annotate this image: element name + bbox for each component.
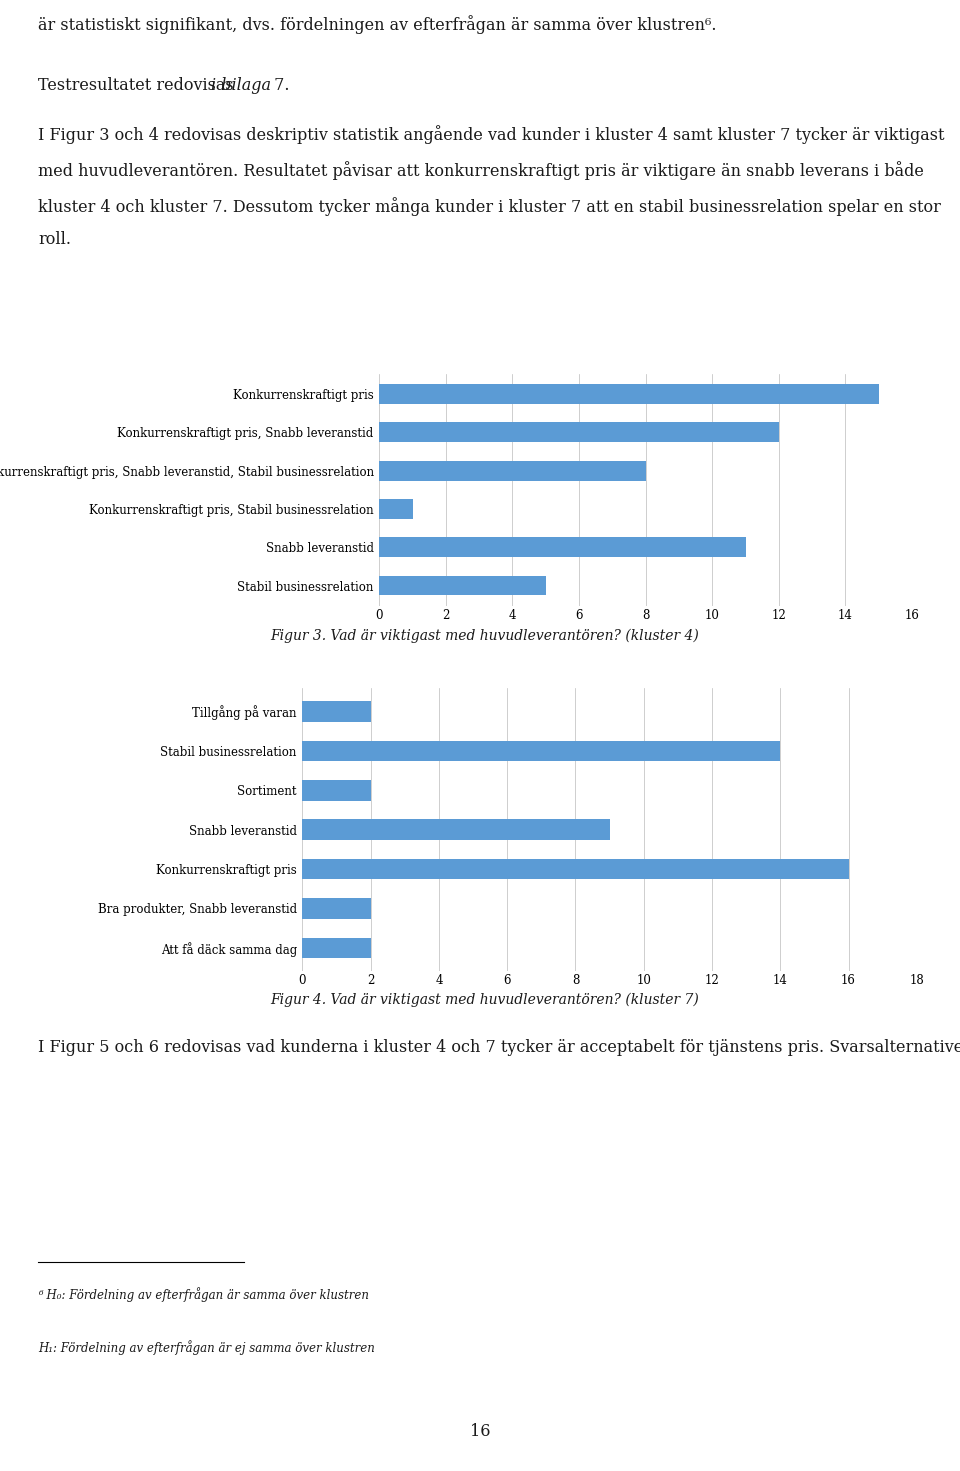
Bar [379,422,779,443]
Text: I Figur 3 och 4 redovisas deskriptiv statistik angående vad kunder i kluster 4 s: I Figur 3 och 4 redovisas deskriptiv sta… [38,125,945,249]
Bar [302,740,780,761]
Text: Figur 3. Vad är viktigast med huvudleverantören? (kluster 4): Figur 3. Vad är viktigast med huvudlever… [271,628,699,643]
Bar [302,859,849,880]
Bar [302,780,371,800]
Bar [379,575,545,596]
Bar [379,384,878,405]
Bar [302,819,610,840]
Bar [302,937,371,958]
Text: Figur 4. Vad är viktigast med huvudleverantören? (kluster 7): Figur 4. Vad är viktigast med huvudlever… [271,993,699,1008]
Bar [379,499,413,519]
Bar [379,537,746,558]
Text: I Figur 5 och 6 redovisas vad kunderna i kluster 4 och 7 tycker är acceptabelt f: I Figur 5 och 6 redovisas vad kunderna i… [38,1037,960,1056]
Bar [302,899,371,919]
Text: Testresultatet redovisas: Testresultatet redovisas [38,76,239,94]
Bar [379,460,646,481]
Text: ⁶ H₀: Fördelning av efterfrågan är samma över klustren: ⁶ H₀: Fördelning av efterfrågan är samma… [38,1287,370,1302]
Bar [302,702,371,722]
Text: är statistiskt signifikant, dvs. fördelningen av efterfrågan är samma över klust: är statistiskt signifikant, dvs. fördeln… [38,15,717,34]
Text: 16: 16 [469,1422,491,1440]
Text: H₁: Fördelning av efterfrågan är ej samma över klustren: H₁: Fördelning av efterfrågan är ej samm… [38,1340,375,1355]
Text: i bilaga: i bilaga [210,76,271,94]
Text: 7.: 7. [269,76,289,94]
